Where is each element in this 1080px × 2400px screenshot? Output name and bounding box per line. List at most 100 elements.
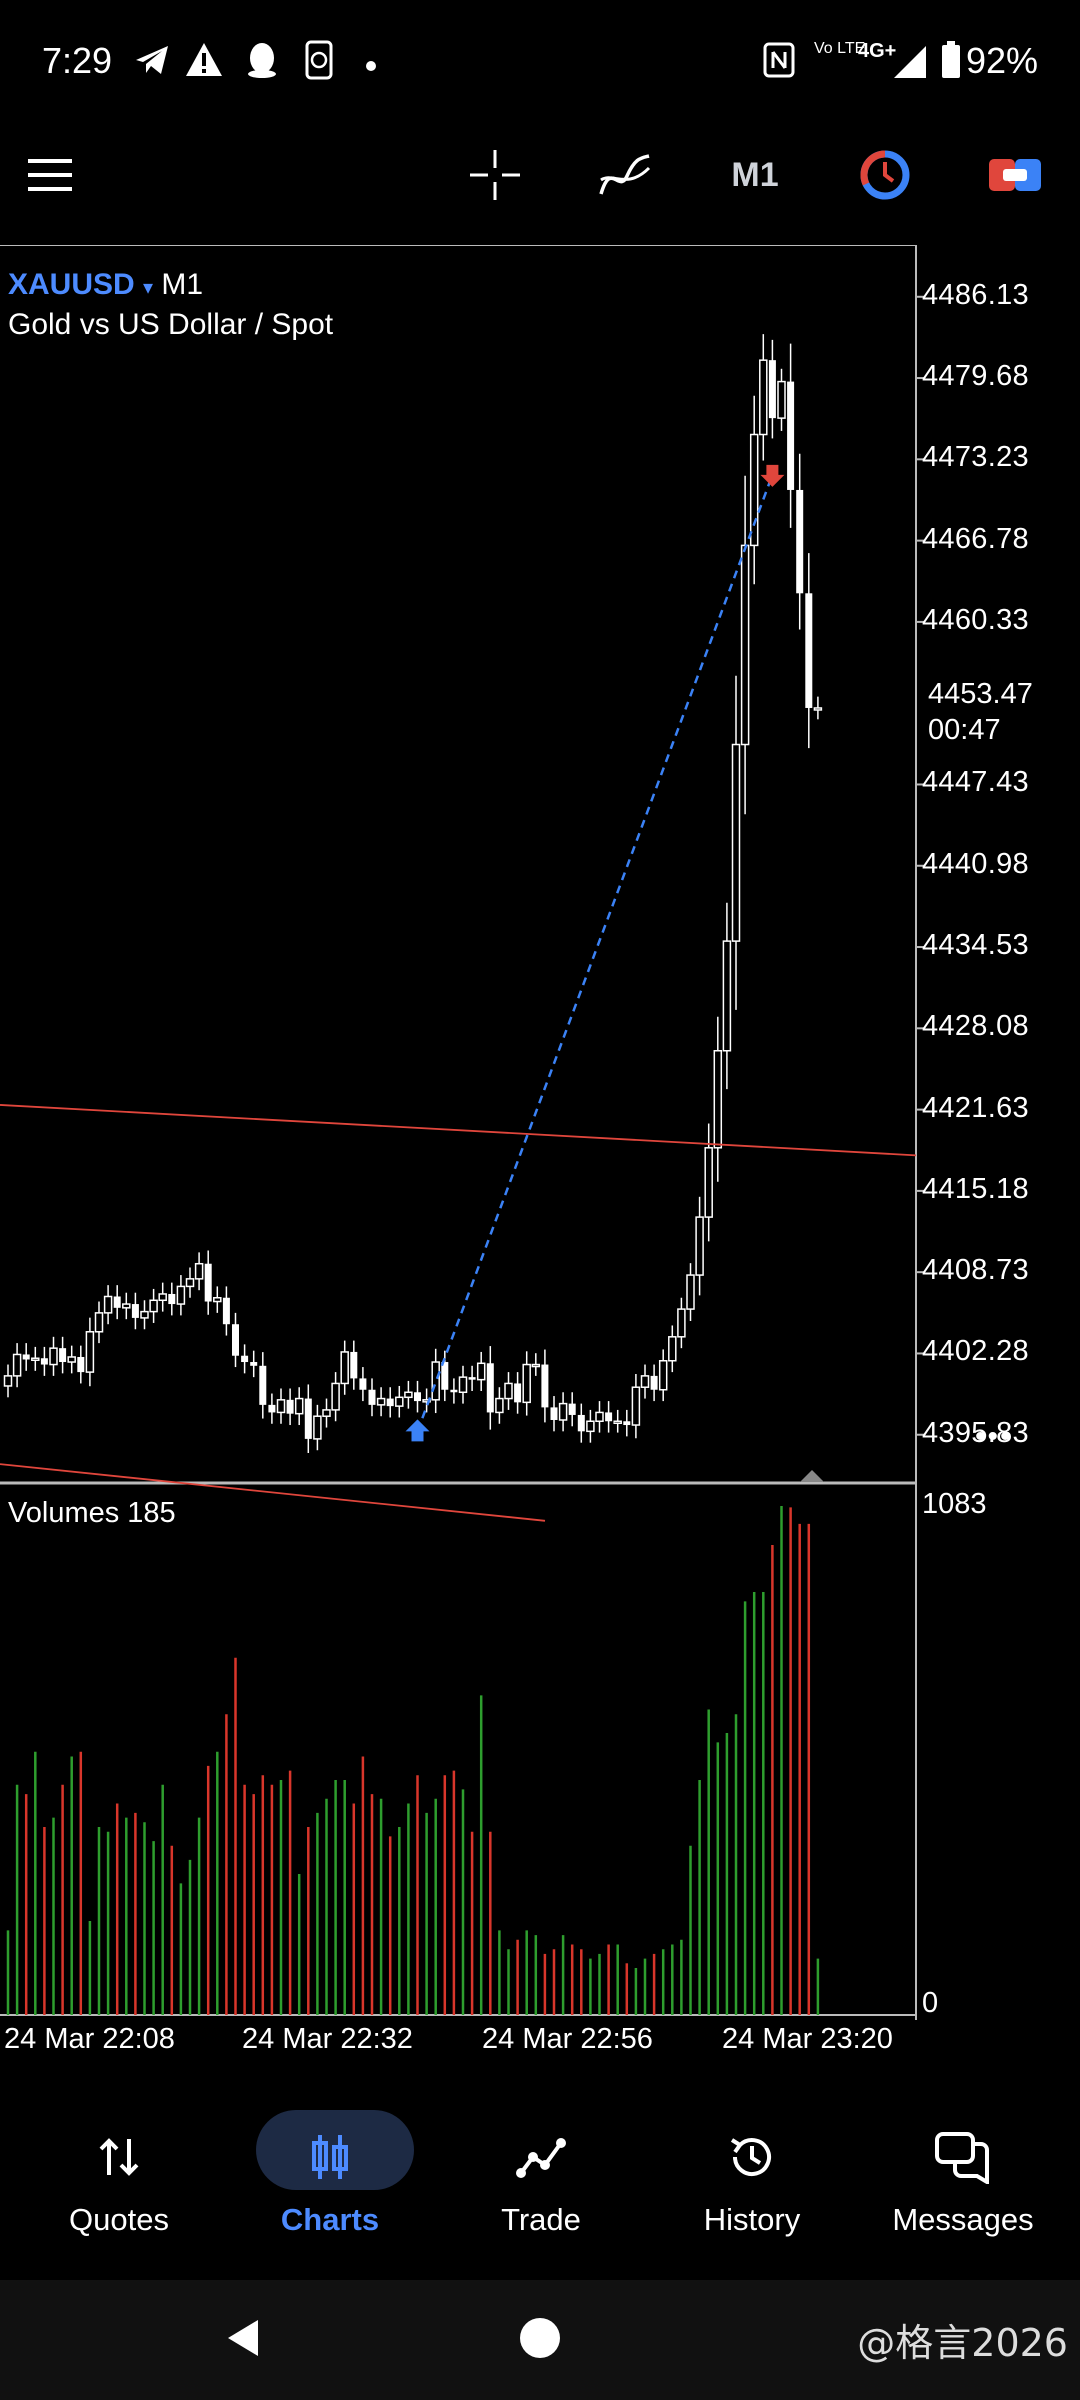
indicators-icon bbox=[599, 154, 651, 195]
trade-history-line bbox=[416, 474, 774, 1432]
candle-body-up bbox=[103, 1295, 113, 1314]
chart-header: XAUUSD ▾ M1 bbox=[8, 268, 203, 302]
price-axis-label: 4395.83 bbox=[922, 1416, 1029, 1449]
candle-body-up bbox=[731, 743, 741, 942]
network-label: 4G+ bbox=[858, 40, 897, 62]
nav-charts[interactable]: Charts bbox=[222, 2092, 438, 2277]
candle-body-down bbox=[113, 1296, 121, 1308]
chart-timeframe: M1 bbox=[161, 268, 204, 301]
time-axis-label: 24 Mar 22:56 bbox=[482, 2023, 653, 2055]
warning-icon bbox=[184, 40, 224, 80]
price-axis-label: 4466.78 bbox=[922, 522, 1029, 555]
candle-body-down bbox=[268, 1404, 276, 1413]
price-axis-label: 4479.68 bbox=[922, 360, 1029, 393]
phone-sync-icon bbox=[302, 40, 336, 80]
candle-body-up bbox=[595, 1411, 604, 1423]
nav-label: Trade bbox=[501, 2202, 581, 2237]
chart-shift-marker bbox=[800, 1470, 824, 1482]
volte-label: Vo LTE bbox=[814, 40, 866, 57]
symbol-name[interactable]: XAUUSD bbox=[8, 268, 135, 301]
candle-body-down bbox=[468, 1377, 476, 1380]
home-icon bbox=[520, 2318, 560, 2358]
battery-icon bbox=[940, 40, 962, 80]
charts-icon bbox=[222, 2122, 438, 2192]
nav-history[interactable]: History bbox=[644, 2092, 860, 2277]
price-axis-label: 4428.08 bbox=[922, 1010, 1029, 1043]
nav-quotes[interactable]: Quotes bbox=[11, 2092, 227, 2277]
timeframe-button[interactable]: M1 bbox=[731, 155, 779, 194]
candle-body-down bbox=[222, 1297, 230, 1325]
candle-body-down bbox=[787, 381, 795, 490]
menu-button[interactable] bbox=[10, 125, 90, 225]
trade-panel-button[interactable] bbox=[975, 125, 1055, 225]
nav-trade[interactable]: Trade bbox=[433, 2092, 649, 2277]
time-axis-label: 24 Mar 22:08 bbox=[4, 2023, 175, 2055]
candle-body-up bbox=[668, 1336, 677, 1362]
crosshair-icon bbox=[470, 150, 520, 200]
nav-label: Quotes bbox=[69, 2202, 169, 2237]
candle-body-up bbox=[31, 1357, 40, 1361]
candle-body-up bbox=[313, 1415, 322, 1440]
candle-body-down bbox=[605, 1412, 613, 1422]
candle-body-up bbox=[495, 1397, 504, 1414]
candle-body-down bbox=[168, 1293, 176, 1305]
price-axis-label: 4415.18 bbox=[922, 1172, 1029, 1205]
candle-body-up bbox=[531, 1363, 541, 1368]
candle-body-up bbox=[658, 1360, 668, 1391]
dot-icon bbox=[366, 58, 376, 98]
candle-body-down bbox=[368, 1389, 376, 1405]
candle-body-down bbox=[486, 1363, 494, 1413]
quotes-icon bbox=[11, 2122, 227, 2192]
history-icon bbox=[644, 2122, 860, 2192]
candle-body-up bbox=[67, 1356, 76, 1363]
signal-icon bbox=[892, 44, 928, 84]
candle-body-up bbox=[631, 1386, 641, 1426]
time-axis-label: 24 Mar 22:32 bbox=[242, 2023, 413, 2055]
nav-messages[interactable]: Messages bbox=[855, 2092, 1071, 2277]
nfc-icon bbox=[762, 40, 796, 80]
candle-body-up bbox=[640, 1375, 650, 1388]
clock-icon bbox=[860, 150, 910, 200]
price-axis-label: 4402.28 bbox=[922, 1335, 1029, 1368]
indicators-button[interactable] bbox=[585, 125, 665, 225]
bottom-nav: Quotes Charts Trade History Messages bbox=[0, 2092, 1080, 2277]
candle-body-down bbox=[40, 1358, 48, 1365]
back-button[interactable] bbox=[222, 2316, 262, 2365]
candle-body-up bbox=[85, 1331, 95, 1373]
candle-body-up bbox=[677, 1308, 686, 1338]
price-axis-label: 4440.98 bbox=[922, 847, 1029, 880]
candle-body-down bbox=[259, 1365, 267, 1405]
candle-body-down bbox=[514, 1383, 522, 1403]
one-click-trading-button[interactable] bbox=[845, 125, 925, 225]
candle-body-up bbox=[813, 707, 823, 711]
candle-body-up bbox=[686, 1274, 695, 1310]
home-button[interactable] bbox=[518, 2316, 562, 2365]
telegram-icon bbox=[132, 40, 172, 80]
candle-body-up bbox=[558, 1402, 568, 1421]
crosshair-button[interactable] bbox=[455, 125, 535, 225]
candle-body-down bbox=[22, 1354, 30, 1360]
candle-body-up bbox=[94, 1312, 104, 1333]
candle-body-up bbox=[149, 1299, 158, 1313]
status-time: 7:29 bbox=[42, 40, 113, 81]
candle-body-down bbox=[286, 1399, 294, 1414]
price-axis-label: 4486.13 bbox=[922, 278, 1029, 311]
more-options-button[interactable]: ••• bbox=[975, 1420, 1013, 1453]
candle-body-up bbox=[722, 940, 732, 1052]
candle-body-up bbox=[613, 1420, 622, 1424]
chart-canvas[interactable] bbox=[0, 245, 1080, 2070]
chart-area[interactable] bbox=[0, 245, 1080, 2070]
trend-line-lower bbox=[0, 1463, 546, 1522]
candle-body-up bbox=[185, 1278, 195, 1288]
candle-body-down bbox=[805, 593, 813, 708]
candle-body-down bbox=[577, 1414, 585, 1432]
system-nav-bar bbox=[0, 2280, 1080, 2400]
symbol-dropdown-icon[interactable]: ▾ bbox=[143, 277, 154, 299]
sell-arrow bbox=[760, 464, 785, 487]
volumes-label: Volumes 185 bbox=[8, 1497, 176, 1529]
candle-body-up bbox=[122, 1303, 131, 1309]
candle-body-down bbox=[386, 1398, 394, 1407]
candle-body-up bbox=[759, 359, 768, 436]
time-axis-label: 24 Mar 23:20 bbox=[722, 2023, 893, 2055]
candle-body-down bbox=[250, 1362, 258, 1366]
